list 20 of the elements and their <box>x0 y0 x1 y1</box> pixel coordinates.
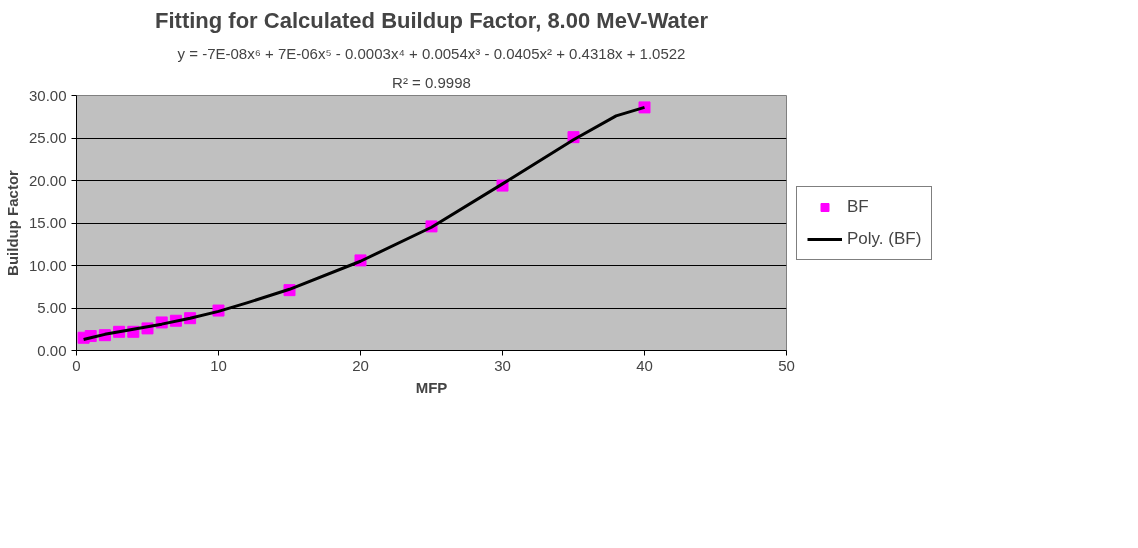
y-tick-label: 20.00 <box>28 171 67 189</box>
y-tick-label: 10.00 <box>28 256 67 274</box>
x-axis-title: MFP <box>415 378 448 396</box>
x-tick-label: 0 <box>72 356 81 374</box>
chart-title: Fitting for Calculated Buildup Factor, 8.00 MeV-Water <box>155 7 709 33</box>
y-tick-label: 25.00 <box>28 129 67 146</box>
legend-label: BF <box>847 196 869 217</box>
y-tick-label: 30.00 <box>28 86 67 104</box>
y-tick-label: 0.00 <box>37 341 67 359</box>
x-tick-label: 30 <box>494 356 511 374</box>
text: y = -7E-08x⁶ + 7E-06x⁵ - 0.0003x⁴ + 0.0054x³ - 0.0405x² + 0.4318x + 1.0522 <box>177 44 686 62</box>
text: R² = 0.9998 <box>392 73 471 91</box>
x-tick-label: 40 <box>636 356 653 374</box>
legend-label: Poly. (BF) <box>847 228 922 249</box>
x-tick-label: 20 <box>352 356 369 374</box>
x-tick-label: 50 <box>778 356 795 374</box>
y-tick-label: 5.00 <box>37 299 67 316</box>
y-axis-title: Buildup Factor <box>3 169 21 276</box>
y-tick-label: 15.00 <box>28 214 67 231</box>
x-tick-label: 10 <box>210 356 227 374</box>
